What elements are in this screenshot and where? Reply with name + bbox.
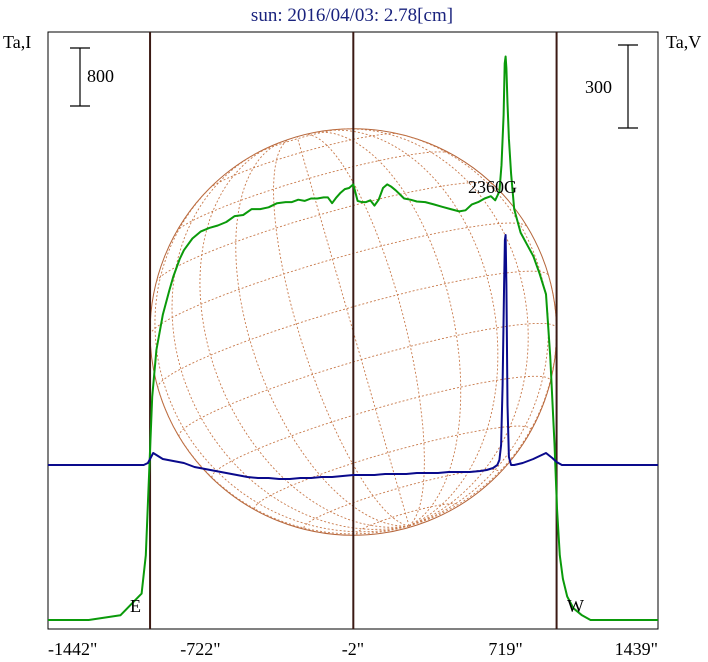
latitude-line [209, 133, 399, 189]
x-tick-label: 1439" [615, 639, 658, 659]
y-left-label: Ta,I [3, 32, 31, 52]
longitude-line [154, 180, 410, 533]
limb-label-west: W [567, 596, 584, 616]
latitude-line [156, 181, 494, 282]
scale-bar-left-value: 800 [87, 66, 114, 86]
longitude-line [199, 146, 410, 528]
peak-annotation: 2360G [468, 177, 517, 197]
longitude-line [305, 134, 425, 527]
x-tick-label: 719" [488, 639, 522, 659]
x-tick-label: -1442" [48, 639, 97, 659]
longitude-line [326, 129, 499, 527]
x-tick-label: -2" [342, 639, 364, 659]
scale-bar-right-value: 300 [585, 77, 612, 97]
longitude-line [273, 138, 410, 527]
scale-bar-right [618, 44, 638, 129]
vertical-markers [149, 32, 558, 629]
longitude-line [342, 128, 529, 527]
series-group [48, 55, 658, 621]
longitude-line [171, 153, 410, 530]
series-line-polarization [48, 234, 658, 480]
x-tick-label: -722" [180, 639, 220, 659]
latitude-line [157, 270, 550, 389]
longitude-line [157, 388, 410, 535]
y-right-label: Ta,V [666, 32, 701, 52]
scale-bar-left [70, 47, 90, 107]
series-line-intensity [48, 55, 658, 621]
x-tick-labels: -1442" -722" -2" 719" 1439" [48, 639, 658, 659]
longitude-line [296, 136, 410, 527]
limb-label-east: E [130, 596, 141, 616]
latitude-line [178, 322, 557, 437]
chart-title: sun: 2016/04/03: 2.78[cm] [251, 5, 453, 26]
latitude-line [149, 222, 528, 335]
latitude-line [254, 425, 532, 509]
solar-disk-grid [149, 128, 558, 536]
latitude-line [176, 151, 450, 232]
longitude-line [312, 131, 462, 527]
longitude-line [235, 141, 410, 527]
